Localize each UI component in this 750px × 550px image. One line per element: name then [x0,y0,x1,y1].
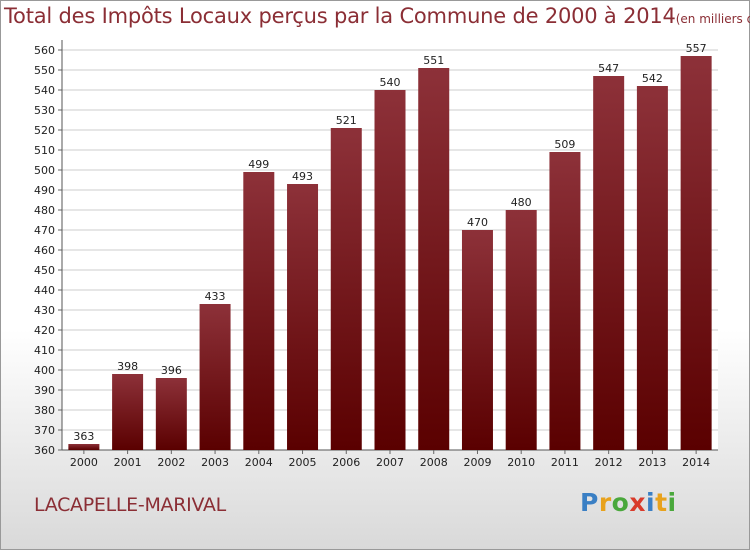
x-tick-label: 2014 [682,456,710,469]
y-tick-label: 420 [34,324,55,337]
y-tick-label: 380 [34,404,55,417]
bar-value-label: 542 [642,72,663,85]
bar [112,374,144,450]
bar-value-label: 493 [292,170,313,183]
x-tick-label: 2002 [157,456,185,469]
bar-value-label: 470 [467,216,488,229]
bar [636,86,668,450]
proxiti-logo: Proxiti [580,488,677,517]
x-tick-label: 2011 [551,456,579,469]
x-tick-label: 2003 [201,456,229,469]
bar-value-label: 551 [423,54,444,67]
bar-value-label: 499 [248,158,269,171]
chart-title-unit: (en milliers d'€) [675,12,750,26]
x-tick-label: 2008 [420,456,448,469]
logo-letter: P [580,488,599,517]
bar [68,444,100,450]
bar [330,128,362,450]
bar-value-label: 521 [336,114,357,127]
bar [155,378,187,450]
bar [505,210,537,450]
bar [243,172,275,450]
y-tick-label: 360 [34,444,55,457]
bar [418,68,450,450]
y-tick-label: 470 [34,224,55,237]
bar-value-label: 398 [117,360,138,373]
bar-value-label: 363 [73,430,94,443]
logo-letter: t [655,488,668,517]
y-tick-label: 500 [34,164,55,177]
logo-letter: r [598,488,612,517]
x-tick-label: 2004 [245,456,273,469]
y-tick-label: 410 [34,344,55,357]
x-tick-label: 2013 [638,456,666,469]
y-tick-label: 460 [34,244,55,257]
bar [680,56,712,450]
bar-value-label: 540 [380,76,401,89]
bar-value-label: 547 [598,62,619,75]
bar [287,184,319,450]
x-tick-label: 2005 [289,456,317,469]
y-tick-label: 520 [34,124,55,137]
bar-value-label: 509 [554,138,575,151]
commune-name: LACAPELLE-MARIVAL [34,494,226,516]
y-tick-label: 390 [34,384,55,397]
bar-value-label: 480 [511,196,532,209]
x-tick-label: 2000 [70,456,98,469]
y-tick-label: 560 [34,44,55,57]
logo-letter: o [611,488,630,517]
x-tick-label: 2009 [463,456,491,469]
bar-value-label: 433 [205,290,226,303]
bar-value-label: 396 [161,364,182,377]
y-tick-label: 450 [34,264,55,277]
y-tick-label: 510 [34,144,55,157]
bar-value-label: 557 [686,42,707,55]
y-tick-label: 440 [34,284,55,297]
bar [593,76,625,450]
chart-title: Total des Impôts Locaux perçus par la Co… [4,4,750,28]
y-tick-label: 370 [34,424,55,437]
y-tick-label: 400 [34,364,55,377]
bar [549,152,581,450]
x-tick-label: 2006 [332,456,360,469]
chart-title-main: Total des Impôts Locaux perçus par la Co… [4,4,676,28]
x-tick-label: 2001 [114,456,142,469]
y-tick-label: 490 [34,184,55,197]
bar [461,230,493,450]
x-tick-label: 2012 [595,456,623,469]
bar [199,304,231,450]
x-tick-label: 2010 [507,456,535,469]
y-tick-label: 430 [34,304,55,317]
y-tick-label: 480 [34,204,55,217]
y-tick-label: 530 [34,104,55,117]
y-tick-label: 540 [34,84,55,97]
x-tick-label: 2007 [376,456,404,469]
bar [374,90,406,450]
logo-letter: x [629,488,646,517]
logo-letter: i [667,488,677,517]
y-tick-label: 550 [34,64,55,77]
logo-letter: i [646,488,656,517]
